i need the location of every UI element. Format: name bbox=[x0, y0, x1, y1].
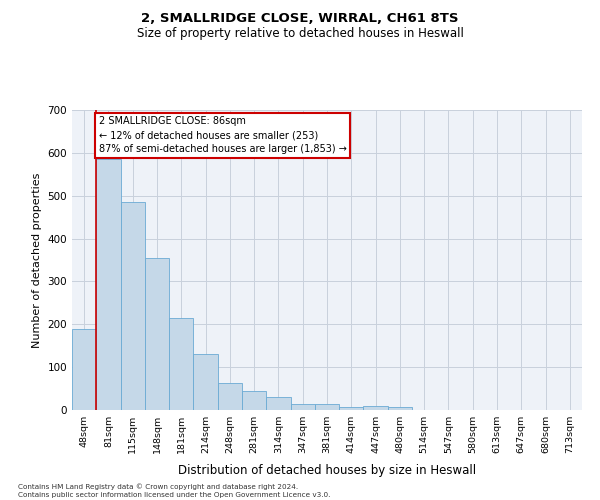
Bar bbox=[218, 383, 242, 410]
Bar bbox=[96, 160, 121, 410]
Bar bbox=[121, 202, 145, 410]
Bar bbox=[339, 406, 364, 410]
Bar bbox=[388, 406, 412, 410]
Text: Contains HM Land Registry data © Crown copyright and database right 2024.
Contai: Contains HM Land Registry data © Crown c… bbox=[18, 484, 331, 498]
Text: Size of property relative to detached houses in Heswall: Size of property relative to detached ho… bbox=[137, 28, 463, 40]
Bar bbox=[193, 354, 218, 410]
Bar bbox=[145, 258, 169, 410]
Bar bbox=[364, 406, 388, 410]
Bar bbox=[72, 328, 96, 410]
Text: 2, SMALLRIDGE CLOSE, WIRRAL, CH61 8TS: 2, SMALLRIDGE CLOSE, WIRRAL, CH61 8TS bbox=[141, 12, 459, 26]
Y-axis label: Number of detached properties: Number of detached properties bbox=[32, 172, 42, 348]
Text: 2 SMALLRIDGE CLOSE: 86sqm
← 12% of detached houses are smaller (253)
87% of semi: 2 SMALLRIDGE CLOSE: 86sqm ← 12% of detac… bbox=[99, 116, 347, 154]
Bar bbox=[169, 318, 193, 410]
Bar bbox=[315, 404, 339, 410]
X-axis label: Distribution of detached houses by size in Heswall: Distribution of detached houses by size … bbox=[178, 464, 476, 477]
Bar bbox=[290, 404, 315, 410]
Bar bbox=[242, 390, 266, 410]
Bar bbox=[266, 397, 290, 410]
